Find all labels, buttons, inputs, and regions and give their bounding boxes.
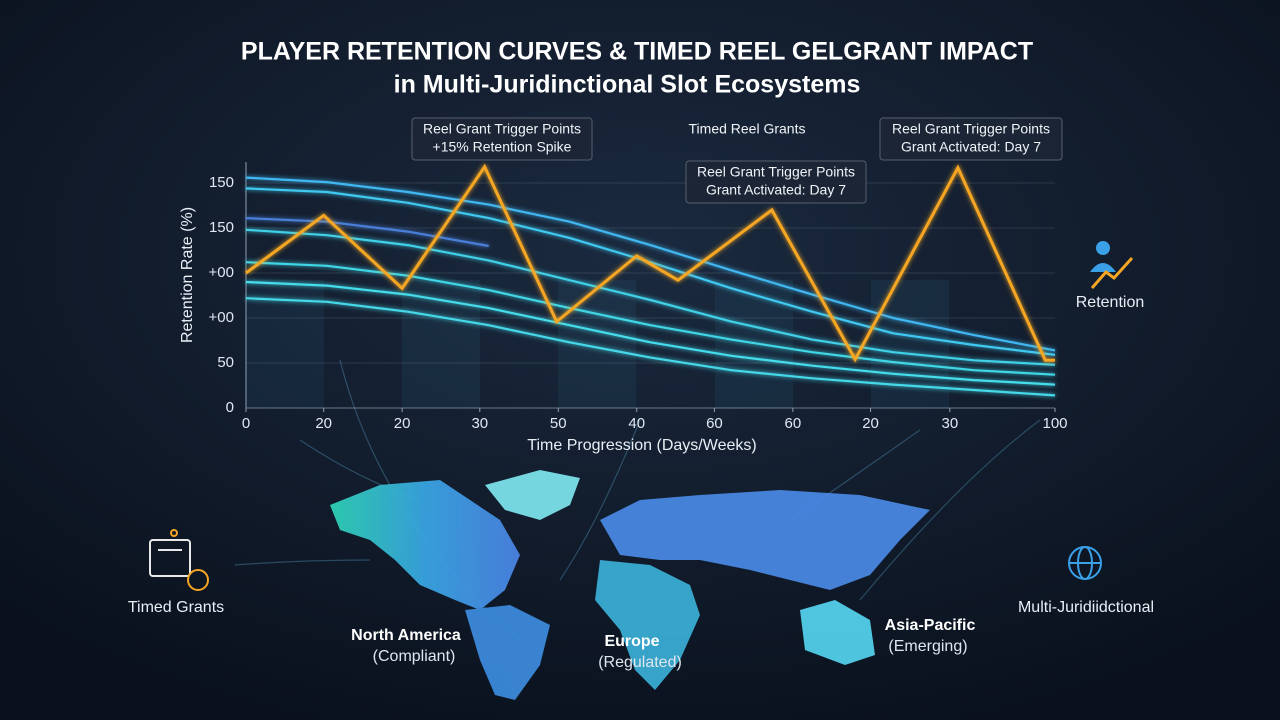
x-tick-label: 60 [785,415,802,432]
retention-badge: Retention [1076,241,1145,311]
series-line [245,187,1056,356]
x-tick-label: 60 [706,415,723,432]
x-tick-label: 40 [628,415,645,432]
chart-subtitle: in Multi-Juridinctional Slot Ecosystems [394,71,861,99]
multi-badge: Multi-Juridiidctional [1018,546,1154,616]
x-tick-label: 0 [242,415,250,432]
region-status: (Emerging) [888,638,967,655]
region-status: (Compliant) [373,648,456,665]
timed-badge: Timed Grants [128,529,224,616]
region-name: North America [351,627,461,644]
legend-label: Timed Reel Grants [689,121,806,137]
region-status: (Regulated) [598,654,682,671]
series-line [245,261,1056,376]
series-line [245,163,1055,363]
annotation-text: +15% Retention Spike [433,139,572,155]
x-tick-label: 50 [550,415,567,432]
x-axis-label: Time Progression (Days/Weeks) [527,437,756,454]
annotation-text: Grant Activated: Day 7 [706,182,846,198]
chart-title: PLAYER RETENTION CURVES & TIMED REEL GEL… [241,38,1033,66]
series-line [245,176,1056,352]
region-name: Europe [604,633,659,650]
region-labels: North America (Compliant) Europe (Regula… [351,617,975,671]
x-tick-label: 20 [315,415,332,432]
x-tick-label: 20 [394,415,411,432]
annotation-text: Reel Grant Trigger Points [892,121,1050,137]
y-tick-label: 150 [209,219,234,236]
y-tick-label: +00 [209,309,234,326]
annotation-box [879,117,1063,161]
annotation-text: Reel Grant Trigger Points [697,164,855,180]
y-tick-label: 150 [209,174,234,191]
y-tick-label: 0 [226,399,234,416]
annotation-box [685,160,867,204]
series-line [245,280,1056,386]
world-map [330,470,930,700]
badge-label: Retention [1076,294,1145,311]
x-tick-label: 20 [862,415,879,432]
x-tick-label: 30 [471,415,488,432]
y-axis-label: Retention Rate (%) [179,207,196,343]
region-name: Asia-Pacific [885,617,976,634]
x-tick-label: 100 [1042,415,1067,432]
badge-label: Multi-Juridiidctional [1018,599,1154,616]
annotation-box [411,117,593,161]
series-line [245,217,489,248]
series-line [245,297,1056,397]
y-tick-label: 50 [217,354,234,371]
series-line [245,228,1056,366]
x-tick-label: 30 [941,415,958,432]
annotation-text: Grant Activated: Day 7 [901,139,1041,155]
annotation-text: Reel Grant Trigger Points [423,121,581,137]
y-tick-label: +00 [209,264,234,281]
badge-label: Timed Grants [128,599,224,616]
